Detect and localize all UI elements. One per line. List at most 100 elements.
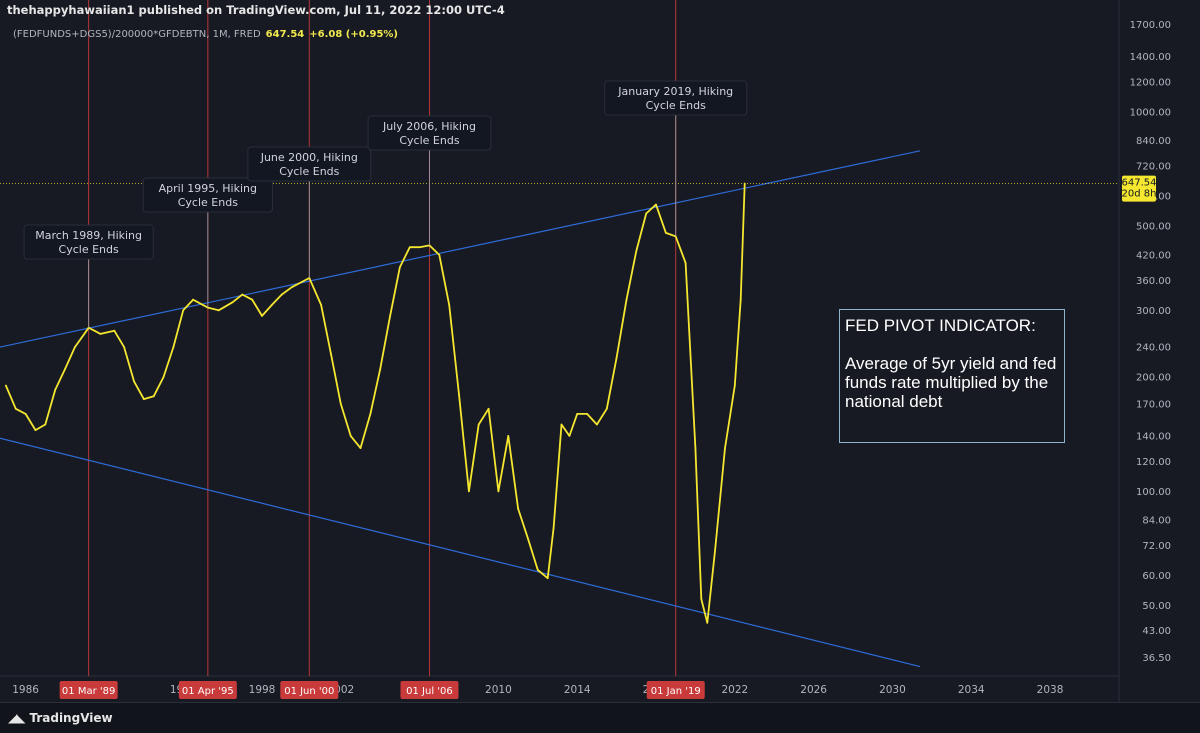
symbol-name: (FEDFUNDS+DGS5)/200000*GFDEBTN, 1M, FRED <box>13 29 261 40</box>
series-point <box>527 537 529 540</box>
y-tick-label-7: 500.00 <box>1136 222 1171 233</box>
y-tick-label-21: 43.00 <box>1142 626 1171 637</box>
callout-box-2 <box>247 146 372 182</box>
series-point <box>408 246 411 249</box>
series-point <box>349 434 352 437</box>
y-tick-label-4: 840.00 <box>1136 136 1171 147</box>
y-tick-label-16: 100.00 <box>1136 487 1171 498</box>
callout-title-0: March 1989, Hiking <box>35 229 142 242</box>
series-point <box>24 412 27 415</box>
series-point <box>192 298 194 301</box>
series-point <box>34 429 37 431</box>
y-tick-label-18: 72.00 <box>1142 541 1171 552</box>
y-tick-label-12: 200.00 <box>1136 373 1171 384</box>
series-point <box>270 304 273 306</box>
series-point <box>5 384 7 387</box>
series-point <box>142 398 145 401</box>
fed-pivot-info-box[interactable]: FED PIVOT INDICATOR: Average of 5yr yiel… <box>839 309 1065 443</box>
series-point <box>290 286 293 289</box>
series-point <box>458 393 460 396</box>
event-badge-bg-1 <box>178 681 237 699</box>
y-tick-label-8: 420.00 <box>1136 250 1171 261</box>
event-date-badges: 01 Mar '89 01 Apr '95 01 Jun '00 01 Jul '06… <box>59 681 705 699</box>
series-point <box>217 309 220 312</box>
series-point <box>674 235 677 238</box>
last-price-value: 647.54 <box>1122 178 1157 189</box>
series-point <box>724 447 726 449</box>
event-badge-bg-4 <box>646 681 705 699</box>
series-point <box>507 434 510 437</box>
y-tick-label-13: 170.00 <box>1136 399 1171 410</box>
tradingview-brand[interactable]: ◢◣ TradingView <box>8 711 113 725</box>
series-point <box>536 569 539 571</box>
series-line[interactable] <box>5 182 746 624</box>
event-badge-label-4: 01 Jan '19 <box>651 686 701 697</box>
series-point <box>182 309 185 312</box>
series-point <box>428 244 431 247</box>
series-point <box>99 332 102 335</box>
series-point <box>251 298 254 301</box>
x-tick-label-12: 2034 <box>958 684 985 696</box>
trendlines[interactable] <box>0 150 921 668</box>
callout-title-1: April 1995, Hiking <box>159 182 257 195</box>
series-point <box>733 384 736 387</box>
x-tick-label-3: 1998 <box>249 684 276 696</box>
event-badge-bg-0 <box>59 681 118 699</box>
y-tick-label-19: 60.00 <box>1142 571 1171 582</box>
series-point <box>54 389 57 391</box>
series-point <box>438 253 441 256</box>
series-point <box>133 380 135 383</box>
info-box-body: Average of 5yr yield and fed funds rate … <box>845 354 1057 411</box>
series-point <box>467 490 470 493</box>
series-point <box>339 402 342 405</box>
last-price-countdown: 20d 8h <box>1122 189 1157 200</box>
series-point <box>389 314 391 317</box>
brand-name: TradingView <box>29 711 113 725</box>
callout-box-4 <box>604 80 748 116</box>
last-price-badge-bg <box>1122 175 1156 202</box>
callout-title-4: January 2019, Hiking <box>617 85 733 98</box>
x-tick-label-7: 2014 <box>564 684 591 696</box>
series-point <box>359 447 362 449</box>
y-tick-label-15: 120.00 <box>1136 457 1171 468</box>
callout-subtitle-2: Cycle Ends <box>279 165 339 178</box>
y-tick-label-20: 50.00 <box>1142 601 1171 612</box>
x-tick-label-10: 2026 <box>800 684 827 696</box>
series-point <box>399 266 401 268</box>
callout-box-1 <box>142 177 273 213</box>
series-point <box>700 598 703 600</box>
price-change-legend: +6.08 (+0.95%) <box>309 29 398 40</box>
y-axis-ticks: 1700.00 1400.00 1200.00 1000.00 840.00 720.00… <box>1130 20 1171 664</box>
series-point <box>487 407 490 410</box>
series-point <box>330 353 332 355</box>
symbol-legend[interactable]: (FEDFUNDS+DGS5)/200000*GFDEBTN, 1M, FRED… <box>13 29 398 40</box>
series-point <box>596 423 598 426</box>
series-point <box>379 368 382 370</box>
trendline-0 <box>0 150 921 348</box>
callout-title-2: June 2000, Hiking <box>260 151 358 164</box>
series-point <box>635 250 638 252</box>
series-point <box>44 423 47 426</box>
series-point <box>546 577 549 580</box>
series-point <box>706 621 709 624</box>
series-point <box>448 304 451 306</box>
series-point <box>655 203 657 206</box>
series-point <box>152 395 155 398</box>
series-point <box>14 407 17 410</box>
y-tick-label-5: 720.00 <box>1136 162 1171 173</box>
footer-bar: ◢◣ TradingView <box>0 702 1200 733</box>
y-tick-label-2: 1200.00 <box>1130 77 1171 88</box>
series-path-0 <box>5 183 746 624</box>
series-point <box>739 298 742 301</box>
x-tick-label-6: 2010 <box>485 684 512 696</box>
event-badge-label-3: 01 Jul '06 <box>406 686 453 697</box>
y-tick-label-1: 1400.00 <box>1130 52 1171 63</box>
series-point <box>418 246 421 249</box>
series-point <box>172 346 175 348</box>
x-tick-label-13: 2038 <box>1037 684 1064 696</box>
callout-subtitle-0: Cycle Ends <box>59 243 119 256</box>
y-tick-label-14: 140.00 <box>1136 431 1171 442</box>
